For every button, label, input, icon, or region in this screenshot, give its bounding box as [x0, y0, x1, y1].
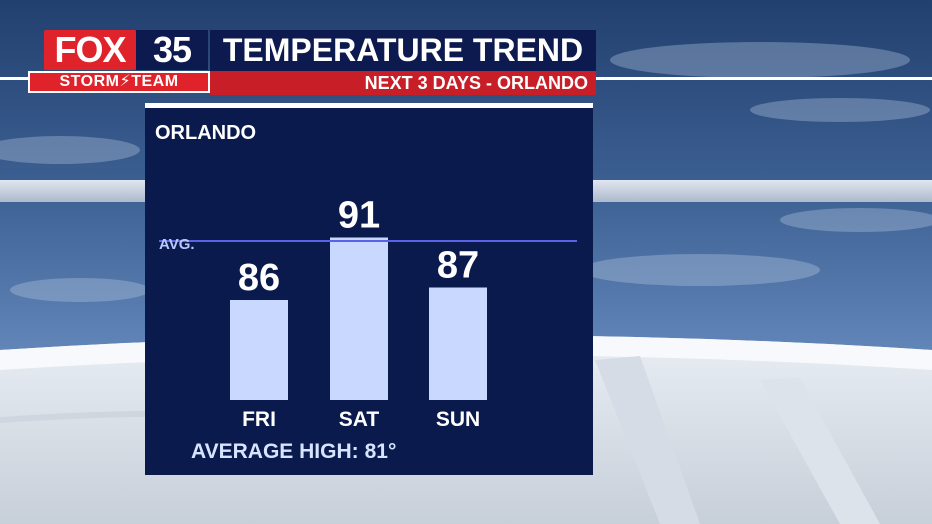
- average-high-note: AVERAGE HIGH: 81°: [191, 440, 402, 464]
- category-label: SAT: [339, 408, 380, 431]
- temperature-bar-chart: 86 FRI 91 SAT 87 SUN AVG.: [159, 195, 577, 431]
- header-rule-right: [596, 77, 932, 80]
- fox-logo: FOX: [44, 30, 136, 70]
- graphic-title: TEMPERATURE TREND: [210, 30, 596, 71]
- chart-panel: ORLANDO 86 FRI 91 SAT 87 SUN AVG. AVERAGE HIGH…: [145, 103, 593, 475]
- bar-fri: [230, 300, 288, 400]
- bar-value-label: 91: [338, 195, 380, 237]
- bar-sun: [429, 287, 487, 400]
- category-label: SUN: [436, 408, 480, 431]
- graphic-subtitle: NEXT 3 DAYS - ORLANDO: [210, 71, 596, 95]
- bar-value-label: 87: [437, 245, 479, 287]
- average-high-value: 81°: [364, 440, 397, 463]
- average-high-label: AVERAGE HIGH:: [191, 440, 359, 463]
- average-line-label: AVG.: [159, 236, 195, 253]
- storm-team-logo: STORM⚡TEAM: [28, 71, 210, 93]
- panel-city-label: ORLANDO: [155, 122, 257, 144]
- header-rule-left: [0, 77, 28, 80]
- channel-number-logo: 35: [136, 30, 208, 70]
- bar-value-label: 86: [238, 257, 280, 299]
- bar-sat: [330, 237, 388, 400]
- category-label: FRI: [242, 408, 276, 431]
